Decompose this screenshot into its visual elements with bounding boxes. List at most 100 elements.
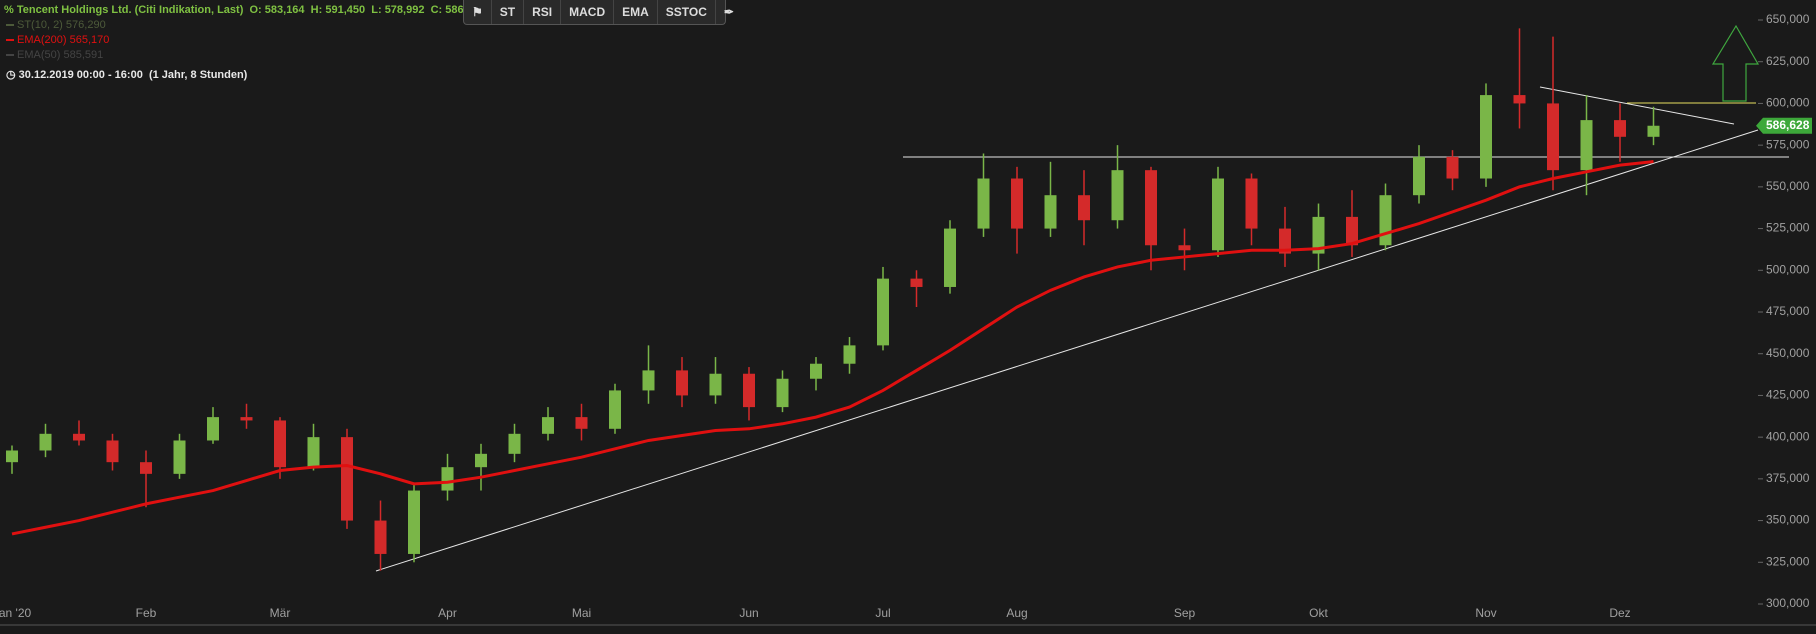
candle-body	[1011, 178, 1023, 229]
candle-body	[508, 433, 521, 454]
y-tick-label: 475,000	[1766, 304, 1810, 318]
toolbar-button[interactable]: MACD	[561, 0, 615, 24]
x-tick-label: Sep	[1174, 606, 1196, 620]
candle-body	[1480, 95, 1492, 179]
candle-body	[1245, 178, 1258, 229]
x-tick-label: Okt	[1309, 606, 1328, 620]
x-tick-label: Dez	[1609, 606, 1630, 620]
x-tick-label: Jul	[875, 606, 890, 620]
candle-body	[709, 373, 722, 396]
x-tick-label: Jan '20	[0, 606, 31, 620]
candle-body	[1446, 156, 1459, 179]
candle-body	[575, 417, 588, 429]
legend-name: EMA(50)	[17, 49, 61, 61]
y-tick-label: 375,000	[1766, 471, 1810, 485]
candle-body	[910, 278, 923, 287]
toolbar-button[interactable]: ST	[492, 0, 525, 24]
candle-body	[6, 450, 18, 463]
price-badge	[1756, 117, 1812, 134]
x-tick-label: Apr	[438, 606, 457, 620]
price-badge-label: 586,628	[1766, 118, 1810, 132]
candle-body	[542, 417, 554, 434]
candle-body	[39, 433, 52, 451]
candle-body	[1279, 228, 1291, 254]
candle-body	[1547, 103, 1559, 171]
y-tick-label: 325,000	[1766, 554, 1810, 568]
candle-body	[743, 373, 755, 408]
y-tick-label: 400,000	[1766, 429, 1810, 443]
ema-line	[11, 160, 1654, 536]
candle-body	[1044, 195, 1057, 229]
candle-body	[642, 370, 655, 391]
candle-body	[341, 437, 353, 521]
candle-body	[1413, 156, 1425, 196]
y-tick-label: 350,000	[1766, 513, 1810, 527]
legend-swatch	[6, 39, 14, 42]
legend-item: EMA(200) 565,170	[6, 34, 109, 46]
candle-body	[1580, 120, 1593, 171]
y-tick-label: 550,000	[1766, 179, 1810, 193]
brush-button[interactable]: ✒	[723, 5, 734, 19]
toolbar: ⚑ ST RSI MACD EMA SSTOC ✒	[463, 0, 734, 25]
ohlc-value: 583,164	[264, 4, 305, 16]
candle-body	[307, 437, 320, 468]
legend-name: EMA(200)	[17, 34, 67, 46]
toolbar-button[interactable]: RSI	[524, 0, 562, 24]
candle-body	[106, 440, 119, 463]
y-tick-label: 600,000	[1766, 96, 1810, 110]
x-tick-label: Aug	[1006, 606, 1027, 620]
legend-value: 576,290	[65, 19, 106, 31]
x-tick-label: Mai	[572, 606, 591, 620]
candle-body	[1111, 170, 1124, 221]
candle-body	[475, 453, 487, 468]
legend-swatch	[6, 54, 14, 57]
legend-name: ST(10, 2)	[17, 19, 63, 31]
candle-body	[1312, 216, 1325, 254]
bookmark-button[interactable]: ⚑	[464, 0, 492, 24]
candle-body	[609, 390, 621, 429]
candle-body	[207, 417, 219, 441]
candle-body	[843, 345, 856, 364]
candle-body	[810, 363, 822, 379]
y-tick-label: 425,000	[1766, 388, 1810, 402]
toolbar-button[interactable]: EMA	[614, 0, 658, 24]
y-tick-label: 300,000	[1766, 596, 1810, 610]
ohlc-value: 591,450	[325, 4, 366, 16]
support-trendline	[375, 129, 1759, 572]
candle-body	[274, 420, 286, 468]
candle-body	[1346, 216, 1358, 246]
x-tick-label: Feb	[136, 606, 157, 620]
up-arrow	[1711, 24, 1760, 102]
candle-body	[1379, 195, 1392, 246]
candle-body	[173, 440, 186, 474]
legend-swatch	[6, 24, 14, 27]
candle-body	[140, 462, 152, 474]
candle-body	[877, 278, 889, 346]
y-tick-label: 650,000	[1766, 12, 1810, 26]
candle-body	[1513, 95, 1526, 104]
y-tick-label: 575,000	[1766, 137, 1810, 151]
y-tick-label: 500,000	[1766, 262, 1810, 276]
candle-body	[73, 433, 85, 441]
legend-value: 585,591	[63, 49, 104, 61]
candle-body	[408, 490, 420, 554]
y-tick-label: 625,000	[1766, 54, 1810, 68]
ohlc-label: C:	[430, 4, 443, 16]
ohlc-label: L:	[371, 4, 382, 16]
candle-body	[944, 228, 956, 287]
legend-item: ST(10, 2) 576,290	[6, 19, 106, 31]
period: 30.12.2019 00:00 - 16:00	[18, 69, 143, 81]
candle-body	[977, 178, 990, 229]
candle-body	[676, 370, 688, 396]
candle-body	[1614, 120, 1626, 137]
legend-value: 565,170	[69, 34, 110, 46]
candle-body	[1212, 178, 1224, 251]
legend-item: EMA(50) 585,591	[6, 49, 103, 61]
candle-body	[1178, 245, 1191, 251]
range: (1 Jahr, 8 Stunden)	[148, 69, 248, 81]
period-line: ◷ 30.12.2019 00:00 - 16:00 (1 Jahr, 8 St…	[6, 69, 248, 81]
toolbar-button[interactable]: SSTOC	[658, 0, 716, 24]
header-line: % Tencent Holdings Ltd. (Citi Indikation…	[4, 4, 485, 16]
